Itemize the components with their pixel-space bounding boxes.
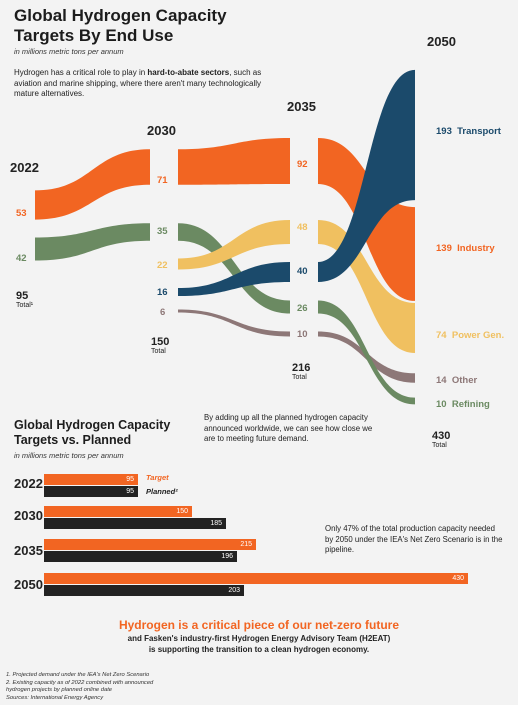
bar-year-2022: 2022 bbox=[14, 476, 43, 491]
val-2050-transport: 193 Transport bbox=[436, 126, 501, 137]
label-other: Other bbox=[451, 375, 478, 386]
bar-value-label: 150 bbox=[176, 508, 188, 515]
bar-value-label: 196 bbox=[221, 553, 233, 560]
total-2030: 150 Total bbox=[151, 336, 169, 355]
bar-value-label: 215 bbox=[240, 541, 252, 548]
total-2030-label: Total bbox=[151, 348, 166, 355]
val-2050-power-num: 74 bbox=[436, 330, 447, 341]
bar-planned-2050: 203 bbox=[44, 585, 244, 596]
cta-line-2: is supporting the transition to a clean … bbox=[148, 645, 370, 654]
flow-transport-2035-2050 bbox=[318, 69, 415, 282]
val-2050-refining-num: 10 bbox=[436, 399, 447, 410]
total-2050: 430 Total bbox=[432, 430, 450, 449]
total-2022-value: 95 bbox=[16, 290, 29, 302]
flow-refining-2030-2035 bbox=[178, 223, 290, 314]
bar-target-2022: 95 bbox=[44, 474, 138, 485]
total-2050-label: Total bbox=[432, 442, 447, 449]
val-2022-industry: 53 bbox=[16, 208, 27, 219]
bar-target-2035: 215 bbox=[44, 539, 256, 550]
flow-power-2030-2035 bbox=[178, 220, 290, 270]
bar-year-2030: 2030 bbox=[14, 508, 43, 523]
val-2030-power: 22 bbox=[157, 260, 168, 271]
flow-refining-2022-2030 bbox=[35, 223, 150, 261]
val-2050-transport-num: 193 bbox=[436, 126, 452, 137]
bar-year-2035: 2035 bbox=[14, 543, 43, 558]
footnote-2: 2. Existing capacity as of 2022 combined… bbox=[6, 679, 154, 686]
val-2050-other: 14 Other bbox=[436, 375, 477, 386]
total-2030-value: 150 bbox=[151, 336, 170, 348]
flow-refining-2035-2050 bbox=[318, 300, 415, 405]
bar-value-label: 430 bbox=[452, 575, 464, 582]
footnote-2b: hydrogen projects by planned online date bbox=[6, 687, 113, 693]
year-2022: 2022 bbox=[10, 160, 39, 175]
bar-value-label: 95 bbox=[126, 488, 134, 495]
val-2035-transport: 40 bbox=[297, 266, 308, 277]
val-2050-industry-num: 139 bbox=[436, 243, 452, 254]
intro-post: , such as aviation and marine shipping, … bbox=[14, 68, 262, 98]
bar-year-2050: 2050 bbox=[14, 577, 43, 592]
total-2035-label: Total bbox=[292, 374, 307, 381]
val-2022-refining: 42 bbox=[16, 253, 27, 264]
val-2030-industry: 71 bbox=[157, 175, 168, 186]
label-industry: Industry bbox=[457, 243, 495, 254]
intro-text: Hydrogen has a critical role to play in … bbox=[14, 68, 264, 100]
val-2035-power: 48 bbox=[297, 222, 308, 233]
bar-value-label: 185 bbox=[210, 520, 222, 527]
bar-planned-2030: 185 bbox=[44, 518, 226, 529]
val-2035-refining: 26 bbox=[297, 303, 308, 314]
val-2050-refining: 10 Refining bbox=[436, 399, 490, 410]
page-title: Global Hydrogen Capacity Targets By End … bbox=[14, 6, 227, 45]
val-2030-other: 6 bbox=[160, 307, 166, 318]
flow-other-2030-2035 bbox=[178, 309, 290, 337]
label-power: Power Gen. bbox=[451, 330, 505, 341]
total-2022: 95 Total¹ bbox=[16, 290, 33, 309]
intro-bold: hard-to-abate sectors bbox=[147, 68, 230, 77]
intro-pre: Hydrogen has a critical role to play in bbox=[14, 68, 148, 77]
page-subtitle: in millions metric tons per annum bbox=[14, 47, 124, 56]
val-2035-industry: 92 bbox=[297, 159, 308, 170]
total-2050-value: 430 bbox=[432, 430, 451, 442]
bar-planned-2035: 196 bbox=[44, 551, 237, 562]
bars-title: Global Hydrogen Capacity Targets vs. Pla… bbox=[14, 418, 171, 447]
footnote-1: 1. Projected demand under the IEA's Net … bbox=[6, 672, 150, 678]
cta-headline: Hydrogen is a critical piece of our net-… bbox=[118, 618, 400, 632]
val-2050-industry: 139 Industry bbox=[436, 243, 495, 254]
bars-note: Only 47% of the total production capacit… bbox=[325, 524, 503, 554]
bar-value-label: 203 bbox=[228, 587, 240, 594]
cta-line-1: and Fasken's industry-first Hydrogen Ene… bbox=[127, 634, 391, 643]
bar-target-2050: 430 bbox=[44, 573, 468, 584]
label-transport: Transport bbox=[457, 126, 501, 137]
footnote-sources: Sources: International Energy Agency bbox=[6, 694, 104, 701]
val-2030-refining: 35 bbox=[157, 226, 168, 237]
footnotes: 1. Projected demand under the IEA's Net … bbox=[6, 672, 153, 702]
legend-planned: Planned² bbox=[146, 487, 178, 496]
val-2030-transport: 16 bbox=[157, 287, 168, 298]
flow-transport-2030-2035 bbox=[178, 262, 290, 296]
val-2050-power: 74 Power Gen. bbox=[436, 330, 504, 341]
val-2035-other: 10 bbox=[297, 329, 308, 340]
total-2035: 216 Total bbox=[292, 362, 310, 381]
label-refining: Refining bbox=[451, 399, 490, 410]
bar-planned-2022: 95 bbox=[44, 486, 138, 497]
bar-target-2030: 150 bbox=[44, 506, 192, 517]
year-2035: 2035 bbox=[287, 99, 316, 114]
legend-target: Target bbox=[146, 473, 169, 482]
val-2050-other-num: 14 bbox=[436, 375, 447, 386]
year-2030: 2030 bbox=[147, 123, 176, 138]
bars-blurb: By adding up all the planned hydrogen ca… bbox=[204, 413, 373, 443]
year-2050: 2050 bbox=[427, 34, 456, 49]
total-2035-value: 216 bbox=[292, 362, 311, 374]
flow-industry-2022-2030 bbox=[35, 149, 150, 220]
total-2022-label: Total¹ bbox=[16, 302, 34, 309]
bars-subtitle: in millions metric tons per annum bbox=[14, 451, 124, 460]
flow-industry-2030-2035 bbox=[178, 138, 290, 185]
bar-value-label: 95 bbox=[126, 476, 134, 483]
